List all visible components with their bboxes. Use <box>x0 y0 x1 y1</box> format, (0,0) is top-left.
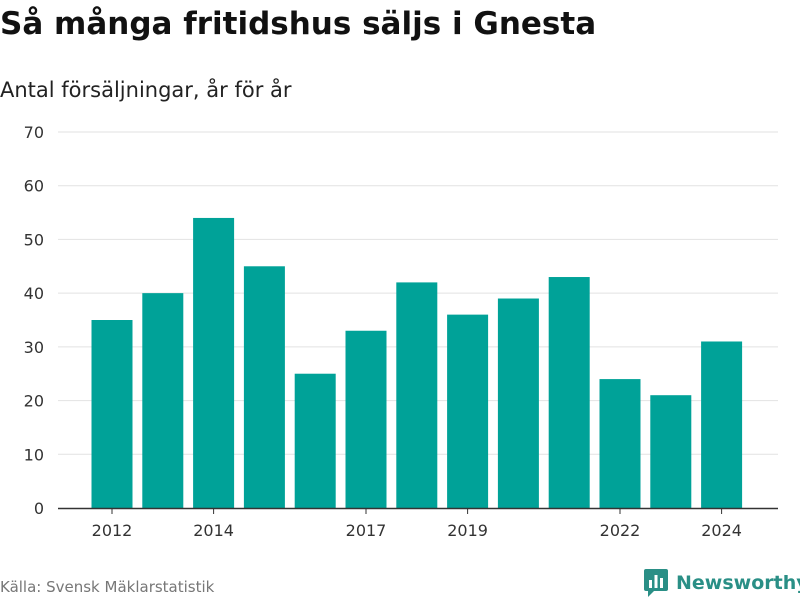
newsworthy-logo-icon <box>644 569 668 597</box>
y-tick-label: 30 <box>24 338 44 357</box>
x-tick-label: 2012 <box>92 521 133 540</box>
bar <box>396 282 438 508</box>
bar <box>548 277 590 508</box>
x-tick-label: 2024 <box>701 521 742 540</box>
bar <box>142 293 184 508</box>
bar <box>294 373 336 508</box>
bar <box>497 298 539 508</box>
y-tick-label: 0 <box>34 499 44 518</box>
x-tick-label: 2014 <box>193 521 234 540</box>
bar <box>447 314 489 508</box>
y-tick-label: 40 <box>24 284 44 303</box>
bar <box>701 341 743 508</box>
x-tick-label: 2019 <box>447 521 488 540</box>
newsworthy-brand-text: Newsworthy <box>676 572 800 594</box>
y-tick-label: 20 <box>24 392 44 411</box>
y-tick-label: 10 <box>24 445 44 464</box>
bar <box>599 379 641 508</box>
chart-title: Så många fritidshus säljs i Gnesta <box>0 6 597 42</box>
bar <box>345 330 387 508</box>
y-tick-label: 70 <box>24 123 44 142</box>
bar <box>243 266 285 508</box>
newsworthy-logo: Newsworthy <box>644 569 800 597</box>
chart-subtitle: Antal försäljningar, år för år <box>0 78 292 102</box>
bar <box>650 395 692 508</box>
source-note: Källa: Svensk Mäklarstatistik <box>0 578 215 596</box>
x-tick-label: 2022 <box>600 521 641 540</box>
y-tick-label: 60 <box>24 177 44 196</box>
x-tick-label: 2017 <box>346 521 387 540</box>
bar <box>193 217 235 508</box>
bar <box>91 320 133 508</box>
y-tick-label: 50 <box>24 230 44 249</box>
